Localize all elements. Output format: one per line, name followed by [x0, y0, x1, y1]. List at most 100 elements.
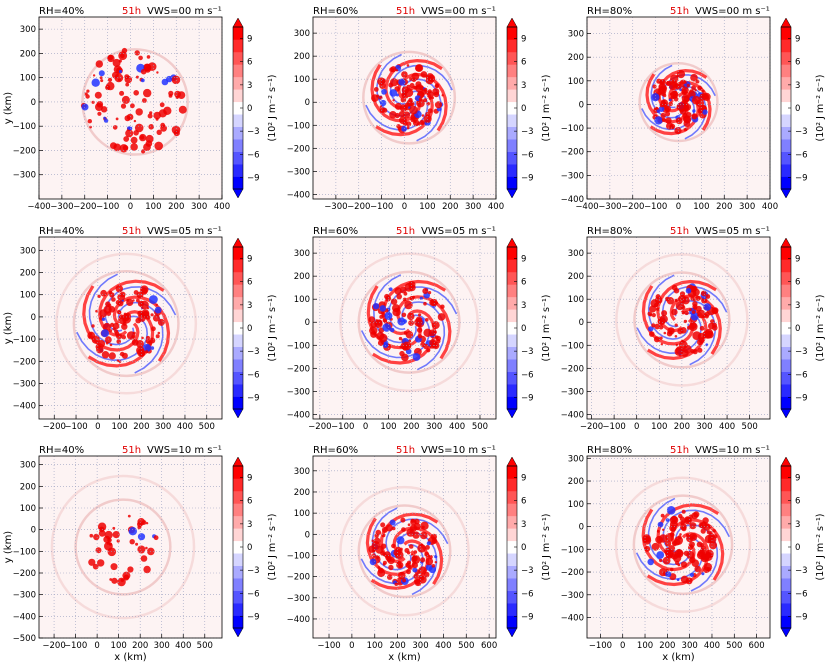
colorbar-segment — [233, 114, 243, 127]
colorbar-extend-min — [232, 627, 244, 638]
convective-cell — [397, 126, 402, 131]
convective-cell — [120, 578, 125, 582]
colorbar-segment — [781, 151, 791, 165]
y-tick-label: 200 — [20, 49, 36, 59]
x-tick-label: 200 — [133, 422, 149, 432]
x-tick-label: 0 — [676, 202, 681, 212]
convective-cell — [125, 129, 134, 138]
convective-cell — [409, 83, 415, 88]
colorbar-segment — [781, 578, 791, 591]
convective-cell — [426, 541, 431, 546]
colorbar-extend-max — [232, 237, 244, 248]
storm-ring — [81, 48, 189, 156]
y-tick-label: 0 — [305, 98, 310, 108]
colorbar-segment — [781, 126, 791, 140]
colorbar-extend-min — [780, 188, 792, 199]
colorbar-tick-label: 0 — [521, 104, 526, 114]
convective-cell — [691, 95, 701, 105]
convective-cell — [87, 331, 96, 340]
convective-cell — [109, 343, 113, 347]
convective-cell — [704, 311, 710, 317]
convective-cell — [708, 322, 715, 330]
convective-cell — [705, 343, 709, 347]
colorbar-segment — [507, 578, 517, 591]
y-tick-label: −200 — [287, 573, 310, 583]
convective-cell — [647, 558, 654, 566]
colorbar-segment — [507, 114, 517, 127]
colorbar-label: (10² J m⁻² s⁻¹) — [815, 294, 826, 361]
colorbar-extend-max — [232, 456, 244, 467]
colorbar-label: (10² J m⁻² s⁻¹) — [541, 74, 552, 141]
convective-cell — [389, 78, 399, 87]
y-tick-label: 200 — [294, 52, 310, 62]
colorbar-segment — [507, 346, 517, 360]
colorbar-segment — [781, 540, 791, 554]
y-tick-label: 200 — [294, 272, 310, 282]
convective-cell — [669, 125, 673, 128]
colorbar-tick-label: −6 — [521, 150, 534, 160]
convective-cell — [406, 551, 411, 555]
colorbar-segment — [233, 39, 243, 53]
convective-cell — [145, 339, 150, 344]
convective-cell — [404, 300, 413, 310]
colorbar-tick-label: 0 — [795, 104, 800, 114]
convective-cell — [160, 124, 168, 132]
colorbar-segment — [233, 321, 243, 335]
convective-cell — [699, 93, 707, 101]
y-tick-label: 100 — [20, 504, 36, 514]
colorbar-segment — [233, 359, 243, 372]
convective-cell — [671, 308, 678, 316]
x-tick-label: 200 — [716, 202, 732, 212]
colorbar-segment — [233, 89, 243, 103]
convective-cell — [411, 562, 418, 569]
convective-cell — [420, 531, 428, 540]
y-tick-label: 0 — [579, 100, 584, 110]
x-tick-label: 400 — [719, 422, 735, 432]
convective-cell — [661, 310, 668, 317]
convective-cell — [412, 295, 416, 299]
y-tick-label: 300 — [568, 454, 584, 464]
convective-cell — [711, 307, 718, 315]
y-tick-label: 100 — [20, 74, 36, 84]
x-tick-label: 100 — [693, 202, 709, 212]
convective-cell — [380, 522, 386, 528]
convective-cell — [703, 330, 713, 339]
convective-cell — [102, 322, 111, 332]
colorbar-tick-label: 9 — [247, 35, 252, 45]
x-tick-label: 200 — [132, 641, 148, 651]
colorbar-segment — [507, 590, 517, 604]
convective-cell — [101, 329, 109, 338]
y-tick-label: 300 — [294, 467, 310, 477]
convective-cell — [372, 303, 380, 310]
colorbar-tick-label: −9 — [795, 173, 808, 183]
convective-cell — [159, 102, 165, 108]
convective-cell — [410, 101, 415, 107]
colorbar-segment — [507, 139, 517, 152]
y-tick-label: −300 — [287, 167, 310, 177]
colorbar-segment — [507, 371, 517, 385]
y-tick-label: −300 — [561, 171, 584, 181]
colorbar-tick-label: −3 — [247, 127, 260, 137]
convective-cell — [178, 105, 187, 114]
convective-cell — [147, 62, 157, 71]
convective-cell — [402, 319, 408, 324]
convective-cell — [98, 526, 105, 533]
y-tick-label: 0 — [31, 526, 36, 536]
convective-cell — [116, 339, 121, 344]
convective-cell — [685, 533, 690, 538]
convective-cell — [675, 343, 679, 347]
storm-ring — [615, 253, 749, 387]
convective-cell — [98, 70, 105, 77]
colorbar: 9 6 3 0 −3 −6 −9 (10² J m⁻² s⁻¹) — [780, 237, 826, 419]
x-tick-label: −400 — [27, 202, 50, 212]
convective-cell — [689, 556, 696, 564]
convective-cell — [133, 90, 139, 96]
colorbar-segment — [781, 247, 791, 260]
y-tick-label: 0 — [31, 98, 36, 108]
colorbar-segment — [781, 490, 791, 504]
rh-label: RH=80% — [587, 445, 632, 456]
convective-cell — [104, 336, 112, 344]
x-tick-label: 0 — [363, 422, 368, 432]
rh-label: RH=60% — [313, 445, 358, 456]
colorbar-segment — [507, 284, 517, 298]
